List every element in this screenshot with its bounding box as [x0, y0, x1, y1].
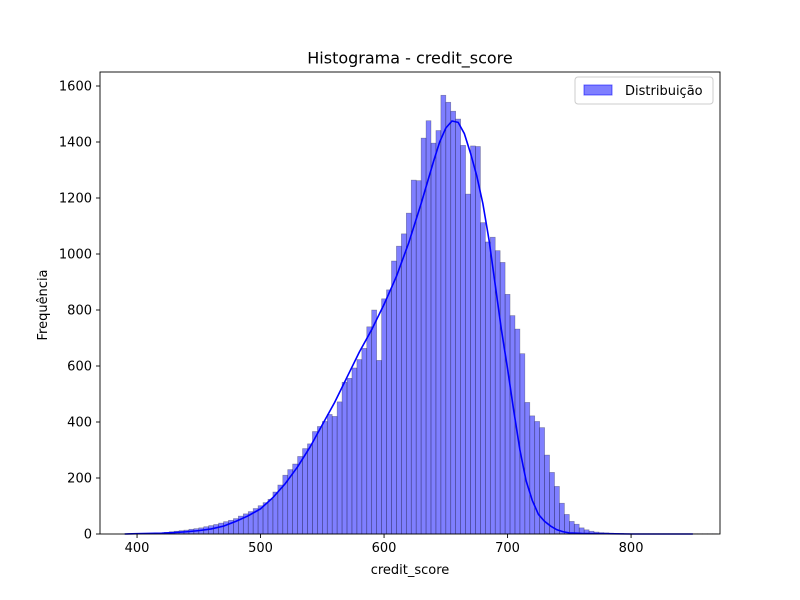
- histogram-bar: [504, 294, 511, 535]
- histogram-bar: [401, 233, 407, 535]
- histogram-bar: [415, 180, 422, 535]
- histogram-bar: [213, 524, 219, 535]
- kde-curve: [124, 120, 693, 535]
- histogram-bar: [430, 142, 437, 535]
- y-tick-label: 400: [67, 416, 92, 431]
- x-tick-label: 700: [495, 541, 520, 556]
- histogram-bar: [475, 146, 481, 535]
- histogram-bar: [361, 348, 368, 535]
- histogram-bar: [564, 514, 570, 535]
- legend-frame: [574, 76, 714, 105]
- y-tick-label: 1000: [59, 248, 92, 263]
- y-tick-label: 200: [67, 472, 92, 487]
- x-tick-label: 400: [125, 541, 150, 556]
- x-tick-label: 800: [619, 541, 644, 556]
- histogram-bar: [351, 367, 358, 535]
- histogram-bar: [336, 401, 343, 535]
- histogram-bar: [312, 431, 318, 535]
- histogram-bar: [524, 402, 531, 535]
- legend-label: Distribuição: [625, 84, 703, 99]
- histogram-bar: [396, 245, 402, 535]
- y-tick-label: 1400: [59, 136, 92, 151]
- histogram-bar: [356, 359, 363, 535]
- histogram-bar: [465, 193, 471, 535]
- histogram-bar: [218, 522, 224, 535]
- y-tick-label: 800: [67, 304, 92, 319]
- x-tick-label: 500: [248, 541, 273, 556]
- histogram-bar: [509, 315, 516, 535]
- histogram-bar: [341, 381, 348, 535]
- legend: Distribuição: [574, 76, 714, 105]
- y-tick-label: 1600: [59, 80, 92, 95]
- histogram-bar: [450, 110, 457, 535]
- histogram-bar: [569, 521, 575, 535]
- histogram-bar: [317, 426, 323, 535]
- x-tick-label: 600: [372, 541, 397, 556]
- plot-area: 400 500 600 700 800 0 200 400 600 800 1000 1200 1400…: [59, 71, 721, 556]
- chart-title: Histograma - credit_score: [307, 49, 512, 69]
- histogram-bar: [346, 378, 353, 535]
- y-tick-label: 1200: [59, 192, 92, 207]
- histogram-bar: [445, 101, 452, 535]
- histogram-bar: [267, 498, 274, 535]
- histogram-bar: [391, 260, 397, 535]
- y-tick-label: 0: [84, 528, 92, 543]
- histogram-bar: [534, 421, 540, 535]
- histogram-bar: [262, 502, 269, 535]
- histogram-bar: [326, 414, 333, 535]
- histogram-bar: [381, 298, 387, 535]
- histogram-bar: [371, 309, 377, 535]
- histogram-bar: [366, 326, 373, 535]
- histogram-bar: [529, 415, 536, 535]
- histogram-bar: [499, 262, 506, 535]
- histogram-bar: [223, 521, 229, 535]
- histogram-bar: [440, 94, 447, 535]
- histogram-bar: [559, 502, 565, 535]
- histogram-bar: [460, 145, 466, 535]
- histogram-bar: [376, 360, 382, 535]
- histogram-bar: [405, 212, 412, 535]
- histogram-bar: [297, 456, 303, 535]
- histogram-bar: [386, 289, 392, 535]
- histogram-bar: [307, 443, 313, 535]
- histogram-bar: [455, 118, 461, 535]
- histogram-bar: [331, 416, 338, 535]
- y-axis-label: Frequência: [36, 269, 51, 340]
- axes-frame: [99, 71, 721, 535]
- x-axis-label: credit_score: [371, 563, 450, 578]
- histogram-bar: [302, 448, 308, 535]
- histogram-bar: [292, 463, 298, 535]
- histogram-bar: [435, 130, 442, 535]
- histogram-bar: [272, 491, 279, 535]
- histogram-bar: [549, 472, 555, 535]
- legend-swatch: [583, 84, 613, 96]
- histogram-bar: [322, 421, 328, 535]
- histogram-bar: [470, 145, 476, 535]
- histogram-bar: [480, 222, 486, 535]
- histogram-bar: [554, 486, 560, 535]
- y-tick-label: 600: [67, 360, 92, 375]
- histogram-bar: [485, 241, 491, 535]
- histogram-bar: [519, 353, 526, 535]
